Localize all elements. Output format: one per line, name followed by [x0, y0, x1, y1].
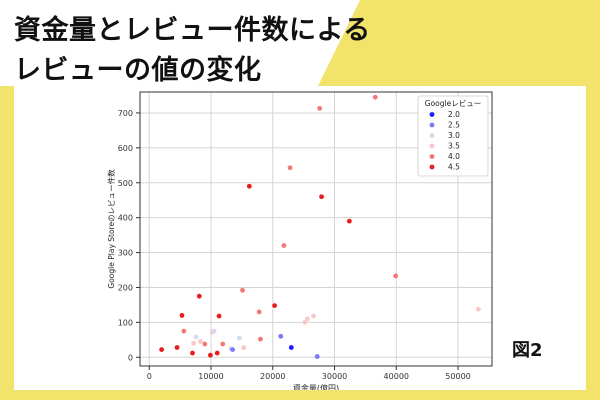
page-title-line2: レビューの値の変化	[14, 55, 262, 86]
scatter-point	[216, 313, 222, 319]
legend-marker	[429, 122, 435, 128]
scatter-point	[214, 350, 220, 356]
scatter-point	[191, 340, 197, 346]
y-tick-label: 0	[128, 353, 133, 362]
x-tick-label: 0	[147, 372, 152, 381]
legend-marker	[429, 112, 435, 117]
x-tick-label: 20000	[260, 372, 285, 381]
scatter-point	[346, 218, 352, 224]
x-tick-label: 40000	[384, 372, 409, 381]
scatter-point	[393, 273, 399, 279]
legend-marker	[429, 143, 435, 149]
scatter-point	[237, 335, 242, 341]
scatter-point	[476, 306, 481, 312]
page-title-line1: 資金量とレビュー件数による	[14, 15, 371, 46]
y-tick-label: 500	[118, 179, 133, 188]
x-axis-label: 資金量(億円)	[293, 383, 339, 390]
scatter-chart: 0 10000 20000 30000 40000 50000 0 100 200 300 400 5…	[106, 91, 493, 390]
scatter-point	[211, 328, 217, 334]
scatter-point	[179, 312, 185, 318]
y-tick-label: 400	[118, 214, 133, 223]
scatter-point	[202, 341, 208, 347]
y-tick-label: 200	[118, 283, 133, 292]
scatter-point	[281, 243, 287, 248]
legend-marker	[429, 164, 435, 170]
scatter-point	[372, 94, 378, 100]
legend-box	[417, 95, 489, 177]
figure-label: 図2	[512, 340, 543, 361]
scatter-point	[240, 287, 245, 293]
y-tick-label: 300	[118, 249, 133, 258]
scatter-point	[304, 316, 310, 322]
scatter-point	[174, 345, 180, 350]
scatter-point	[272, 303, 278, 309]
scatter-point	[311, 313, 316, 319]
legend-marker	[429, 154, 435, 159]
scatter-point	[181, 328, 187, 334]
y-tick-label: 600	[118, 144, 133, 153]
x-tick-label: 10000	[198, 372, 223, 381]
scatter-point	[220, 341, 226, 347]
legend-label: 2.5	[448, 121, 460, 130]
legend-label: 4.5	[448, 163, 460, 172]
title-plate	[0, 0, 360, 86]
x-tick-label: 50000	[445, 372, 470, 381]
scatter-point	[256, 309, 262, 315]
scatter-point	[230, 347, 236, 352]
y-tick-label: 100	[118, 318, 133, 327]
scatter-point	[190, 350, 195, 356]
scatter-point	[288, 345, 294, 350]
legend-label: 3.0	[448, 131, 460, 140]
scatter-point	[314, 354, 320, 359]
y-axis-label: Google Play Storeのレビュー件数	[106, 169, 116, 289]
scatter-point	[258, 336, 263, 342]
plot-frame	[139, 91, 493, 367]
chart-panel: 0 10000 20000 30000 40000 50000 0 100 200 300 400 5…	[14, 86, 586, 390]
legend-label: 4.0	[448, 152, 460, 161]
scatter-point	[208, 352, 213, 358]
scatter-point	[302, 319, 308, 325]
scatter-point	[193, 334, 199, 340]
scatter-point	[196, 293, 202, 299]
scatter-point	[159, 347, 165, 352]
scatter-point	[278, 333, 284, 339]
scatter-point	[241, 345, 247, 350]
legend-label: 2.0	[448, 110, 460, 119]
legend-title: Googleレビュー	[425, 99, 481, 108]
legend-label: 3.5	[448, 142, 460, 151]
legend-marker	[429, 133, 435, 138]
x-tick-label: 30000	[322, 372, 347, 381]
y-tick-label: 700	[118, 109, 133, 118]
scatter-point	[319, 194, 324, 200]
scatter-point	[198, 339, 203, 344]
scatter-point	[317, 106, 323, 111]
scatter-point	[246, 183, 252, 189]
scatter-point	[287, 165, 293, 171]
